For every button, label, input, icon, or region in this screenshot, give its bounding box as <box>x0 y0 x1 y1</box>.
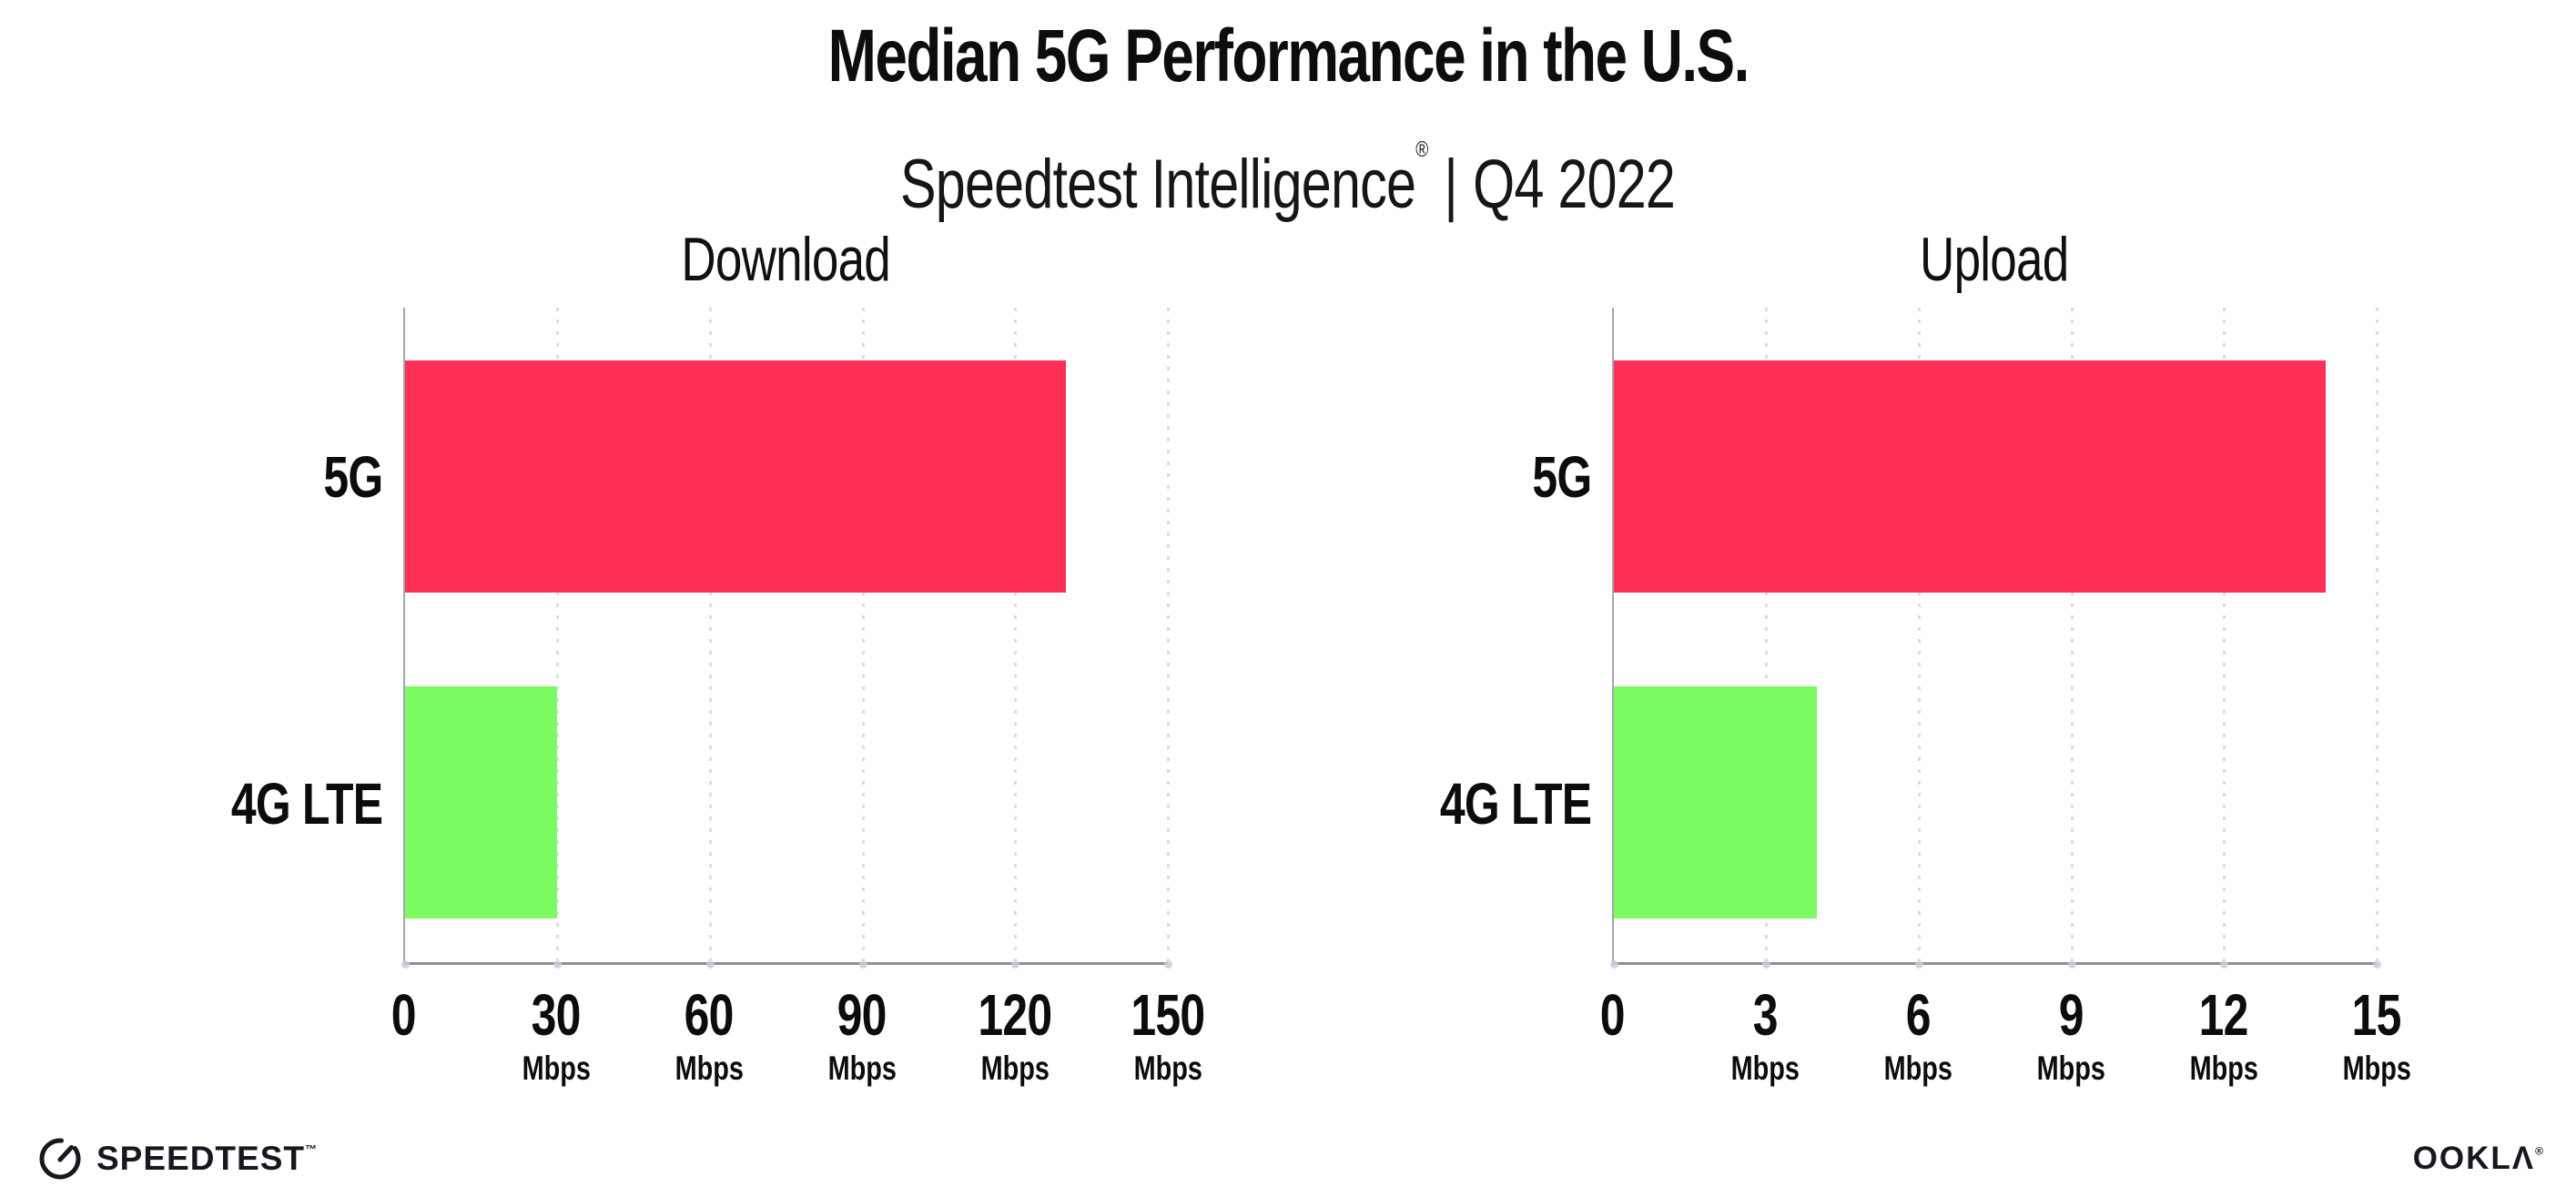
x-tick-0: 0 <box>1599 982 1626 1048</box>
axis-tick-dot <box>1011 960 1020 969</box>
trademark-mark: ™ <box>305 1142 318 1156</box>
page-subtitle: Speedtest Intelligence® | Q4 2022 <box>0 111 2576 224</box>
gridline-30 <box>556 308 560 962</box>
plot-row: 5G 4G LTE <box>148 308 1172 969</box>
x-tick-30: 30 Mbps <box>522 982 591 1087</box>
speedtest-wordmark-text: SPEEDTEST <box>96 1140 305 1177</box>
speedtest-logo: SPEEDTEST™ <box>36 1135 318 1182</box>
x-tick-60: 60 Mbps <box>674 982 744 1087</box>
chart-title: Upload <box>1612 218 2377 300</box>
axis-tick-dot <box>1164 960 1172 969</box>
chart-title: Download <box>403 218 1168 300</box>
x-tick-15: 15 Mbps <box>2342 982 2411 1087</box>
gridline-9 <box>2070 308 2074 962</box>
x-tick-120: 120 Mbps <box>978 982 1053 1087</box>
category-label-5g: 5G <box>1532 443 1592 510</box>
figure-header: Median 5G Performance in the U.S. Speedt… <box>0 0 2576 224</box>
subtitle-brand: Speedtest Intelligence <box>900 145 1416 223</box>
x-tick-3: 3 Mbps <box>1730 982 1800 1087</box>
gridline-15 <box>2376 308 2378 962</box>
gridline-150 <box>1167 308 1170 962</box>
x-tick-6: 6 Mbps <box>1883 982 1952 1087</box>
x-axis: 0 30 Mbps 60 Mbps 90 Mbps 120 Mbps 150 Mbps <box>391 982 1206 1112</box>
gridline-12 <box>2223 308 2226 962</box>
x-axis: 0 3 Mbps 6 Mbps 9 Mbps 12 Mbps 15 Mbps <box>1600 982 2411 1112</box>
download-chart: Download 5G 4G LTE 0 30 Mbps 60 Mbps 90 Mbps 120… <box>148 218 1206 1112</box>
y-axis-labels: 5G 4G LTE <box>148 308 403 965</box>
axis-tick-dot <box>2067 960 2076 969</box>
subtitle-separator: | <box>1444 145 1458 223</box>
axis-tick-dot <box>2220 960 2229 969</box>
charts-container: Download 5G 4G LTE 0 30 Mbps 60 Mbps 90 Mbps 120… <box>148 218 2411 1112</box>
axis-tick-dot <box>1914 960 1923 969</box>
x-tick-90: 90 Mbps <box>827 982 897 1087</box>
bar-4g-lte <box>404 685 558 918</box>
axis-tick-dot <box>1609 960 1618 969</box>
gridline-6 <box>1917 308 1921 962</box>
subtitle-period: Q4 2022 <box>1473 145 1677 223</box>
page-subtitle-text: Speedtest Intelligence® | Q4 2022 <box>900 111 1677 224</box>
ookla-wordmark: OOKLΛ® <box>2413 1141 2545 1176</box>
plot-row: 5G 4G LTE <box>1357 308 2381 969</box>
speedtest-gauge-icon <box>39 1138 81 1180</box>
registered-mark: ® <box>1415 137 1429 162</box>
gridline-60 <box>708 308 712 962</box>
category-label-4g-lte: 4G LTE <box>231 771 383 837</box>
ookla-wordmark-text: OOKLΛ <box>2412 1141 2536 1176</box>
chart-title-text: Upload <box>1920 225 2069 294</box>
figure-footer: SPEEDTEST™ OOKLΛ® <box>36 1135 2545 1182</box>
axis-tick-dot <box>705 960 715 969</box>
y-axis-labels: 5G 4G LTE <box>1357 308 1612 965</box>
axis-tick-dot <box>2373 960 2381 969</box>
category-label-5g: 5G <box>323 443 383 510</box>
upload-chart: Upload 5G 4G LTE 0 3 Mbps 6 Mbps 9 Mbps 12 Mbps 15… <box>1357 218 2411 1112</box>
page-title: Median 5G Performance in the U.S. <box>0 15 2576 98</box>
gridline-120 <box>1014 308 1018 962</box>
axis-tick-dot <box>401 960 410 969</box>
page-title-text: Median 5G Performance in the U.S. <box>827 15 1749 97</box>
x-tick-0: 0 <box>390 982 417 1048</box>
registered-mark: ® <box>2535 1144 2545 1158</box>
category-label-4g-lte: 4G LTE <box>1440 771 1592 837</box>
bar-5g <box>1613 360 2327 593</box>
x-tick-150: 150 Mbps <box>1131 982 1206 1087</box>
bar-4g-lte <box>1613 685 1818 918</box>
gridline-3 <box>1765 308 1769 962</box>
chart-title-text: Download <box>681 225 890 294</box>
plot-area <box>1609 308 2381 969</box>
axis-tick-dot <box>553 960 563 969</box>
ookla-logo: OOKLΛ® <box>2413 1141 2545 1177</box>
speedtest-wordmark: SPEEDTEST™ <box>96 1140 318 1178</box>
axis-tick-dot <box>858 960 867 969</box>
bar-5g <box>404 360 1067 593</box>
x-tick-9: 9 Mbps <box>2036 982 2105 1087</box>
x-tick-12: 12 Mbps <box>2189 982 2258 1087</box>
gridline-90 <box>861 308 865 962</box>
plot-area <box>401 308 1172 969</box>
axis-tick-dot <box>1762 960 1771 969</box>
